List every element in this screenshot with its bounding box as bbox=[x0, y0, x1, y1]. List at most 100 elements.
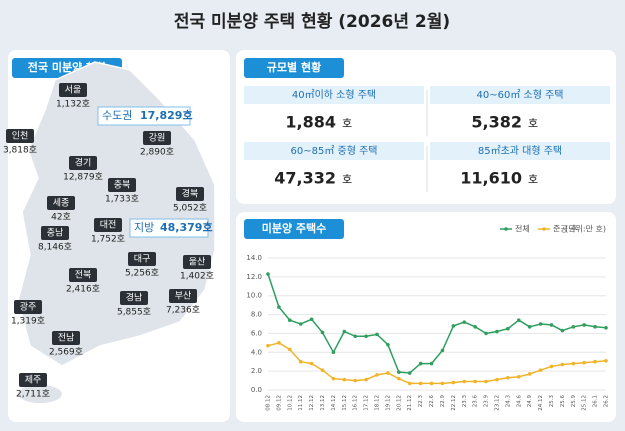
region-label-box bbox=[176, 187, 204, 201]
series-point bbox=[277, 305, 281, 309]
region-label-box bbox=[59, 83, 87, 97]
y-tick-label: 0.0 bbox=[251, 386, 262, 394]
series-point bbox=[604, 358, 608, 363]
series-point bbox=[266, 272, 270, 276]
series-point bbox=[571, 361, 576, 366]
series-point bbox=[353, 334, 358, 339]
y-tick-label: 12.0 bbox=[246, 273, 262, 281]
size-cell-value: 5,382 bbox=[471, 113, 522, 132]
series-point bbox=[462, 379, 467, 384]
series-point bbox=[549, 364, 554, 369]
x-tick-label: 20.12 bbox=[396, 395, 402, 411]
size-cell-label: 60~85㎡ 중형 주택 bbox=[291, 145, 378, 157]
region-label-box bbox=[183, 255, 211, 269]
series-point bbox=[538, 322, 543, 326]
series-point bbox=[451, 324, 456, 328]
region-value: 12,879호 bbox=[63, 172, 103, 183]
x-tick-label: 19.12 bbox=[385, 395, 391, 411]
metro-value: 17,829호 bbox=[140, 108, 193, 122]
series-point bbox=[429, 381, 434, 386]
size-cell-unit: 호 bbox=[528, 173, 538, 186]
series-point bbox=[495, 377, 499, 382]
size-cell-header bbox=[430, 86, 610, 104]
region-value: 1,733호 bbox=[105, 194, 139, 205]
series-point bbox=[495, 329, 499, 334]
legend-label: 전체 bbox=[515, 224, 530, 234]
series-point bbox=[473, 325, 477, 329]
chart-panel bbox=[236, 212, 616, 422]
region-label-box bbox=[47, 196, 75, 210]
series-point bbox=[484, 331, 488, 336]
series-point bbox=[604, 325, 608, 330]
series-point bbox=[309, 317, 314, 322]
series-point bbox=[593, 325, 597, 329]
size-cells: 40㎡이하 소형 주택 1,884 호 40~60㎡ 소형 주택 5,382 호 60~85… bbox=[244, 86, 610, 192]
region-value: 2,890호 bbox=[140, 147, 174, 158]
series-point bbox=[527, 325, 532, 329]
series-point bbox=[397, 376, 401, 381]
series-point bbox=[331, 350, 336, 355]
region-name: 제주 bbox=[25, 375, 42, 386]
series-line bbox=[267, 342, 607, 385]
series-point bbox=[418, 381, 423, 386]
region-value: 1,752호 bbox=[91, 234, 125, 245]
size-cell-header bbox=[244, 86, 424, 104]
region-label-box bbox=[69, 268, 97, 282]
series-point bbox=[364, 377, 368, 382]
size-cell-unit: 호 bbox=[528, 117, 538, 130]
region-value: 5,052호 bbox=[173, 203, 207, 214]
region-label-box bbox=[128, 252, 156, 266]
size-cell-header bbox=[244, 142, 424, 160]
series-point bbox=[375, 332, 379, 337]
series-point bbox=[342, 377, 347, 382]
series-point bbox=[582, 360, 586, 365]
series-line bbox=[267, 273, 607, 374]
region-value: 42호 bbox=[51, 212, 71, 223]
x-tick-label: 22.12 bbox=[451, 395, 457, 411]
legend-marker bbox=[504, 227, 508, 231]
series-point bbox=[538, 368, 543, 373]
chart-title: 미분양 주택수 bbox=[262, 221, 327, 235]
metro-box bbox=[97, 106, 191, 126]
region-value: 1,402호 bbox=[180, 271, 214, 282]
series-point bbox=[309, 361, 314, 366]
legend-label: 준공 후 bbox=[553, 225, 578, 234]
x-tick-label: 24.6 bbox=[516, 395, 522, 408]
series-point bbox=[451, 380, 456, 385]
x-tick-label: 25.3 bbox=[549, 395, 555, 408]
x-tick-label: 22.6 bbox=[429, 395, 435, 408]
x-tick-label: 08.12 bbox=[266, 395, 272, 411]
page-title: 전국 미분양 주택 현황 (2026년 2월) bbox=[174, 12, 450, 32]
x-tick-label: 21.12 bbox=[407, 395, 413, 411]
series-point bbox=[407, 371, 412, 375]
series-point bbox=[277, 341, 281, 345]
region-name: 세종 bbox=[53, 198, 70, 209]
size-cell-label: 40㎡이하 소형 주택 bbox=[292, 88, 376, 101]
region-value: 2,416호 bbox=[66, 284, 100, 295]
series-point bbox=[353, 378, 358, 383]
region-name: 경기 bbox=[75, 157, 92, 169]
series-point bbox=[298, 359, 303, 364]
region-name: 경북 bbox=[182, 188, 199, 200]
region-name: 인천 bbox=[12, 131, 29, 142]
x-tick-label: 10.12 bbox=[287, 395, 293, 411]
y-tick-label: 4.0 bbox=[251, 348, 262, 356]
size-cell-unit: 호 bbox=[342, 173, 352, 186]
size-cell-value: 11,610 bbox=[460, 169, 522, 188]
metro-name: 수도권 bbox=[102, 109, 132, 122]
size-cell-label: 85㎡초과 대형 주택 bbox=[478, 145, 562, 157]
x-tick-label: 23.3 bbox=[462, 395, 468, 408]
region-name: 대구 bbox=[134, 254, 151, 265]
series-point bbox=[527, 372, 532, 376]
region-name: 전남 bbox=[58, 333, 75, 344]
size-heading: 규모별 현황 bbox=[267, 60, 321, 74]
series-point bbox=[462, 320, 467, 324]
region-label-box bbox=[108, 178, 136, 192]
y-tick-label: 6.0 bbox=[251, 329, 262, 337]
x-tick-label: 26.2 bbox=[604, 395, 610, 407]
x-tick-label: 23.6 bbox=[473, 395, 479, 408]
region-label-box bbox=[69, 156, 97, 170]
region-value: 2,711호 bbox=[16, 389, 50, 400]
